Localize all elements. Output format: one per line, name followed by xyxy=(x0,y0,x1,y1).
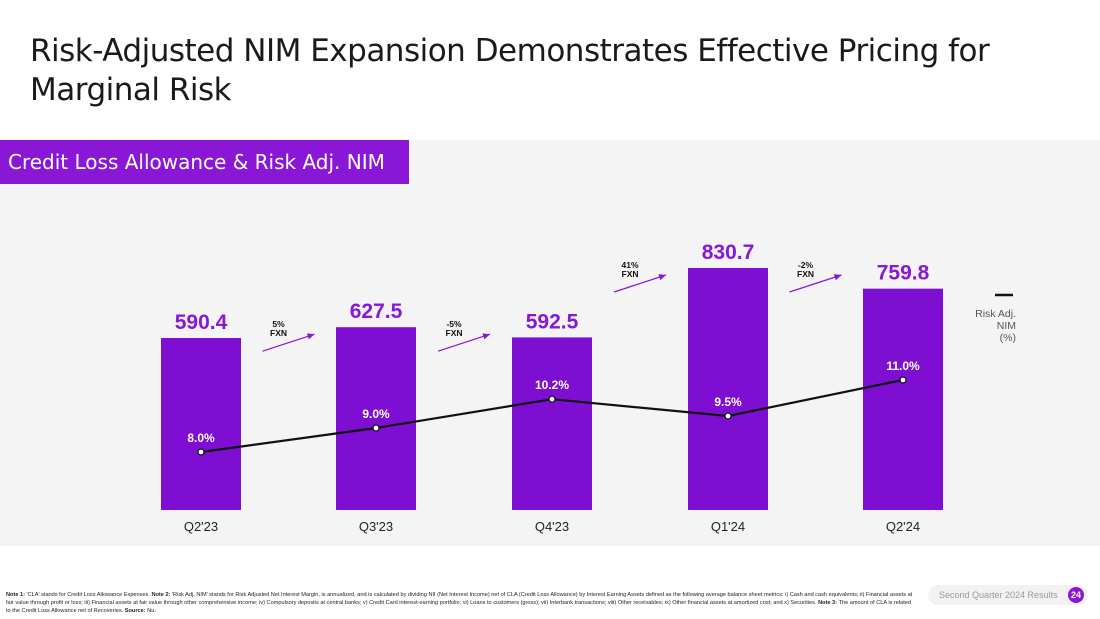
bar-value-label: 627.5 xyxy=(350,300,403,323)
footnote: Note 1: 'CLA' stands for Credit Loss All… xyxy=(6,591,916,615)
footnote-heading: Note 1: xyxy=(6,592,27,598)
legend-label: Risk Adj. xyxy=(975,308,1016,320)
footnote-heading: Source: xyxy=(124,608,148,614)
growth-arrow-head xyxy=(306,333,315,340)
footnote-text: 'CLA' stands for Credit Loss Allowance E… xyxy=(26,592,152,598)
growth-fx-label: FXN xyxy=(622,269,639,279)
report-label: Second Quarter 2024 Results xyxy=(928,585,1088,605)
footnote-text: The amount of CLA is related to the Cred… xyxy=(6,600,912,614)
growth-arrow-head xyxy=(833,274,842,281)
growth-arrow xyxy=(613,274,667,293)
growth-arrow-head xyxy=(658,274,666,281)
growth-arrow xyxy=(437,333,491,352)
legend-label: NIM xyxy=(997,320,1016,332)
nim-point xyxy=(724,412,732,420)
category-label: Q2'24 xyxy=(886,519,920,534)
growth-arrow xyxy=(789,274,842,293)
footnote-text: 'Risk Adj. NIM' stands for Risk Adjusted… xyxy=(6,592,913,606)
nim-point xyxy=(548,395,556,403)
growth-fx-label: FXN xyxy=(446,328,463,338)
line-layer: 8.0% 9.0% 10.2% 9.5% 11.0% xyxy=(187,359,920,456)
page-title: Risk-Adjusted NIM Expansion Demonstrates… xyxy=(30,33,990,108)
bar-value-label: 590.4 xyxy=(175,311,228,334)
bar xyxy=(512,337,592,510)
legend: Risk Adj.NIM(%) xyxy=(975,293,1016,344)
bar xyxy=(688,268,768,510)
growth-fx-label: FXN xyxy=(270,328,287,338)
bar-value-label: 592.5 xyxy=(526,310,579,333)
bar-value-label: 759.8 xyxy=(877,262,930,285)
growth-arrow xyxy=(262,333,315,352)
nim-point xyxy=(372,424,380,432)
footnote-heading: Note 2: xyxy=(151,592,172,598)
footnote-heading: Note 3: xyxy=(818,600,839,606)
growth-pct-label: 41% xyxy=(621,260,638,270)
page-number-badge: 24 xyxy=(1068,587,1084,603)
category-label: Q4'23 xyxy=(535,519,569,534)
nim-point xyxy=(899,376,907,384)
section-label: Credit Loss Allowance & Risk Adj. NIM xyxy=(0,140,409,184)
bars-layer: 590.4 Q2'23 627.5 Q3'23 592.5 Q4'23 830.7 Q1'24… xyxy=(161,241,943,534)
growth-pct-label: -2% xyxy=(798,260,814,270)
nim-data-label: 9.0% xyxy=(362,407,390,421)
category-label: Q1'24 xyxy=(711,519,745,534)
bar-value-label: 830.7 xyxy=(702,241,755,264)
category-label: Q3'23 xyxy=(359,519,393,534)
growth-pct-label: -5% xyxy=(446,319,462,329)
growth-arrow-head xyxy=(482,333,490,340)
nim-data-label: 11.0% xyxy=(886,359,920,373)
growth-pct-label: 5% xyxy=(272,319,285,329)
nim-data-label: 8.0% xyxy=(187,431,215,445)
nim-point xyxy=(197,448,205,456)
bar xyxy=(863,288,943,510)
nim-data-label: 10.2% xyxy=(535,378,569,392)
growth-fx-label: FXN xyxy=(797,269,814,279)
nim-data-label: 9.5% xyxy=(714,395,742,409)
bar xyxy=(336,327,416,510)
category-label: Q2'23 xyxy=(184,519,218,534)
bar xyxy=(161,338,241,510)
legend-label: (%) xyxy=(1000,332,1016,344)
footnote-text: Nu. xyxy=(147,608,156,614)
